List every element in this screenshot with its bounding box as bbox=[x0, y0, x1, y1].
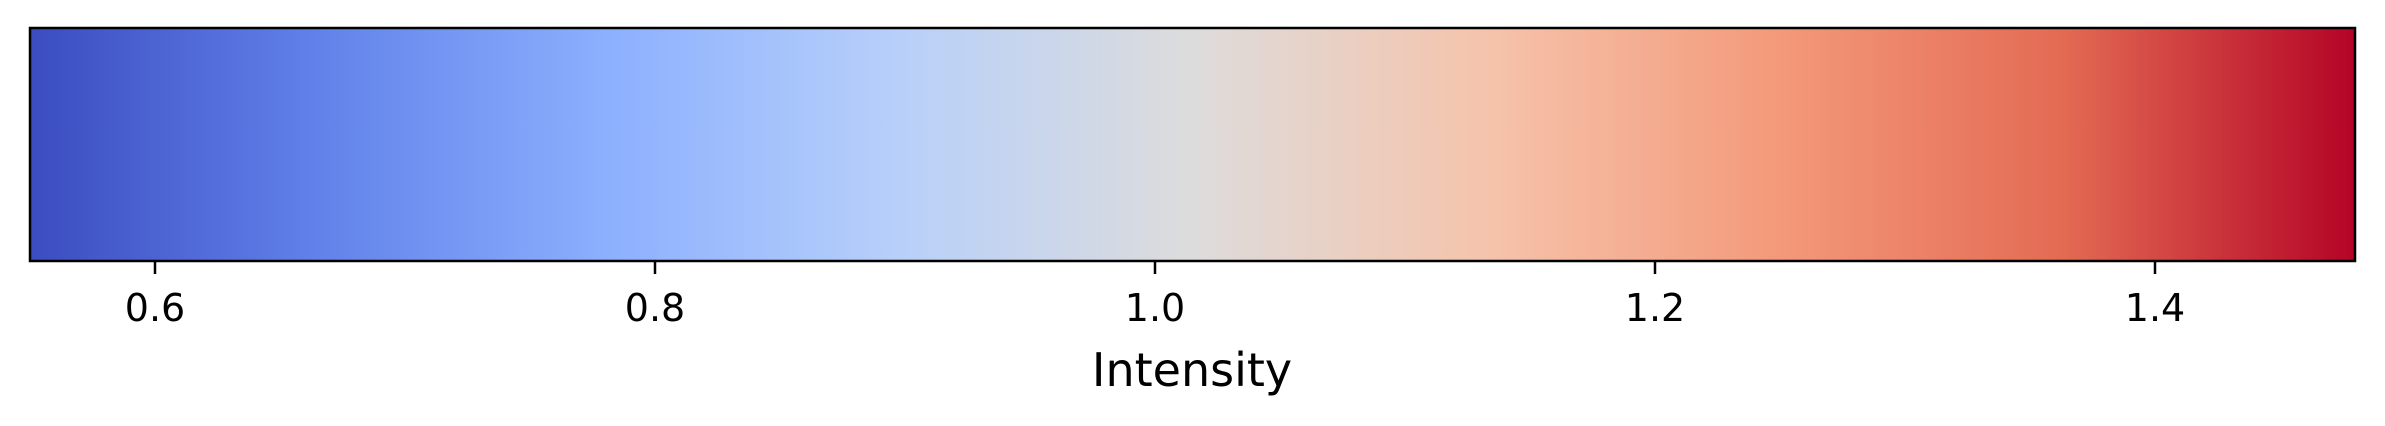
tick-label-0: 0.6 bbox=[125, 286, 185, 330]
colorbar-ticks: 0.6 0.8 1.0 1.2 1.4 bbox=[125, 261, 2185, 330]
colorbar-gradient-bar bbox=[30, 28, 2355, 261]
tick-label-4: 1.4 bbox=[2125, 286, 2185, 330]
colorbar-outline bbox=[28, 26, 2357, 263]
colorbar-axis-label: Intensity bbox=[1092, 343, 1292, 397]
tick-label-3: 1.2 bbox=[1625, 286, 1685, 330]
tick-label-1: 0.8 bbox=[625, 286, 685, 330]
tick-label-2: 1.0 bbox=[1125, 286, 1185, 330]
